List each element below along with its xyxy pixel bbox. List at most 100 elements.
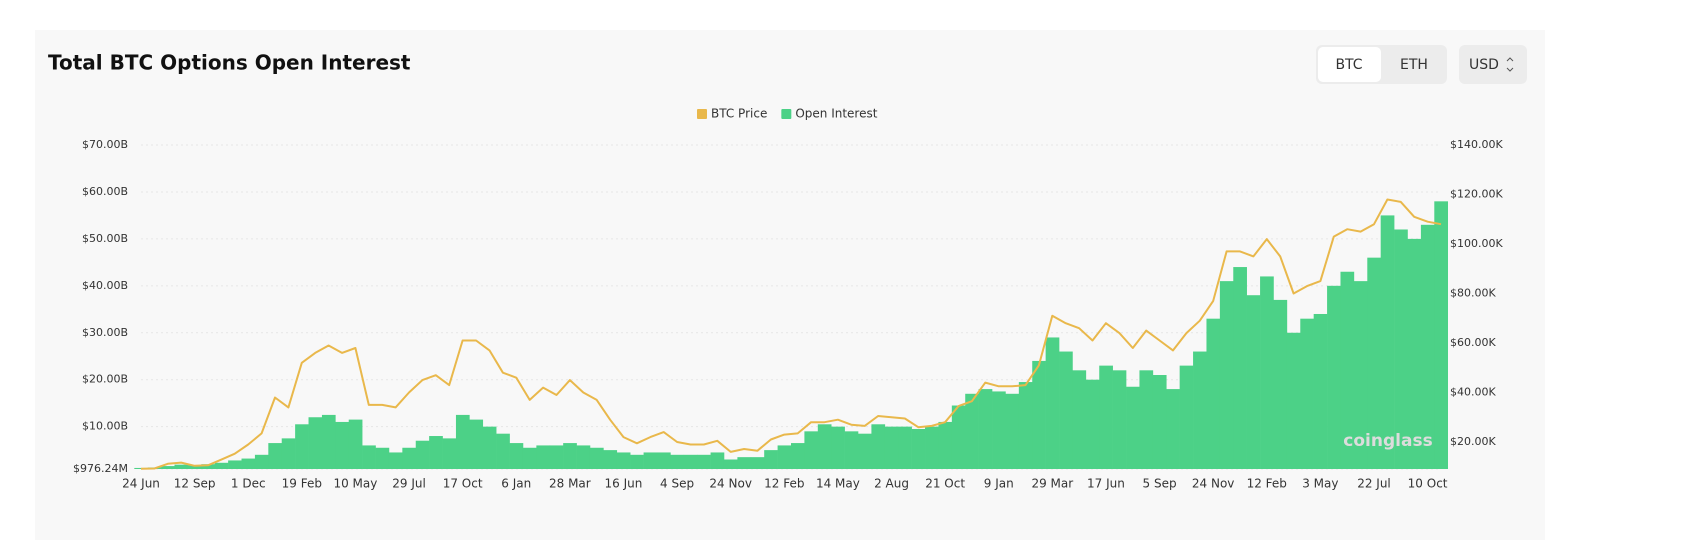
bar xyxy=(804,431,819,469)
bar xyxy=(1353,281,1368,469)
bar xyxy=(871,424,886,469)
bar xyxy=(362,445,376,469)
x-tick-label: 12 Feb xyxy=(764,477,804,491)
bar xyxy=(1394,229,1408,469)
bar xyxy=(1179,365,1194,469)
bar xyxy=(978,389,993,469)
x-tick-label: 10 May xyxy=(333,477,377,491)
bar xyxy=(469,419,484,469)
bar xyxy=(938,421,953,469)
bar xyxy=(603,450,618,469)
bar xyxy=(1286,332,1301,469)
bar xyxy=(951,405,966,469)
bar xyxy=(683,454,698,469)
bar xyxy=(308,417,323,469)
y2-tick-label: $120.00K xyxy=(1450,188,1503,201)
bar xyxy=(268,443,283,469)
unit-select[interactable] xyxy=(1459,45,1527,84)
y2-tick-label: $20.00K xyxy=(1450,435,1496,448)
bar xyxy=(777,445,792,469)
bar xyxy=(844,431,859,469)
bar xyxy=(442,438,457,469)
x-tick-label: 21 Oct xyxy=(925,477,965,491)
bar xyxy=(402,447,417,469)
legend-label: Open Interest xyxy=(795,107,877,121)
bar xyxy=(496,433,510,469)
chart-title: Total BTC Options Open Interest xyxy=(48,51,411,75)
y2-tick-label: $60.00K xyxy=(1450,336,1496,349)
bar xyxy=(161,466,175,469)
legend-swatch xyxy=(781,109,792,119)
y-tick-label: $976.24M xyxy=(73,462,128,475)
x-tick-label: 24 Nov xyxy=(1192,477,1235,491)
bar xyxy=(1099,365,1113,469)
bar xyxy=(1233,267,1247,469)
select-chevron xyxy=(1506,57,1514,72)
bar xyxy=(509,443,524,469)
bar xyxy=(737,457,752,469)
y-tick-label: $10.00B xyxy=(82,420,128,433)
bar xyxy=(1420,224,1435,469)
bar xyxy=(429,436,443,469)
x-tick-label: 28 Mar xyxy=(549,477,591,491)
y-tick-label: $30.00B xyxy=(82,326,128,339)
bar xyxy=(1246,295,1261,469)
bar xyxy=(375,447,390,469)
x-tick-label: 14 May xyxy=(816,477,860,491)
bar xyxy=(1005,393,1020,469)
x-tick-label: 12 Feb xyxy=(1247,477,1287,491)
bar xyxy=(1059,351,1073,469)
x-tick-label: 29 Jul xyxy=(392,477,426,491)
bar xyxy=(187,465,202,469)
y2-tick-label: $140.00K xyxy=(1450,138,1503,151)
x-tick-label: 1 Dec xyxy=(231,477,266,491)
x-tick-label: 5 Sep xyxy=(1143,477,1177,491)
x-tick-label: 9 Jan xyxy=(984,477,1014,491)
bar xyxy=(1072,370,1087,469)
bar xyxy=(1085,379,1100,469)
bar xyxy=(1206,318,1221,469)
unit-label[interactable]: USD xyxy=(1469,57,1499,73)
bar xyxy=(482,426,497,469)
tab-active[interactable] xyxy=(1318,47,1381,82)
bar xyxy=(1434,201,1449,469)
bar xyxy=(1018,382,1033,469)
bar xyxy=(522,447,537,469)
bar xyxy=(388,452,403,469)
x-tick-label: 10 Oct xyxy=(1408,477,1448,491)
bar xyxy=(1032,360,1046,469)
bar xyxy=(1380,215,1395,469)
bar xyxy=(549,445,564,469)
bar xyxy=(1166,389,1180,469)
bar xyxy=(241,458,256,469)
bar xyxy=(710,452,725,469)
bar xyxy=(201,464,216,469)
bar xyxy=(1313,313,1328,469)
y-tick-label: $50.00B xyxy=(82,232,128,245)
bar xyxy=(1367,257,1381,469)
bar xyxy=(898,426,912,469)
bar xyxy=(335,421,350,469)
bar xyxy=(1126,386,1140,469)
x-tick-label: 4 Sep xyxy=(660,477,694,491)
bar xyxy=(858,433,872,469)
bar xyxy=(228,460,242,469)
bar xyxy=(616,452,631,469)
bar xyxy=(214,462,229,469)
bar xyxy=(697,454,711,469)
tab[interactable]: BTC xyxy=(1335,57,1362,73)
bar xyxy=(884,426,899,469)
y-tick-label: $40.00B xyxy=(82,279,128,292)
bar xyxy=(925,426,939,469)
x-tick-label: 16 Jun xyxy=(605,477,643,491)
y2-tick-label: $100.00K xyxy=(1450,237,1503,250)
bar xyxy=(1193,351,1207,469)
x-tick-label: 17 Oct xyxy=(443,477,483,491)
bar xyxy=(992,391,1006,469)
tab[interactable]: ETH xyxy=(1400,57,1428,73)
bar xyxy=(1260,276,1274,469)
bar xyxy=(254,454,269,469)
x-tick-label: 3 May xyxy=(1302,477,1338,491)
bar xyxy=(281,438,296,469)
